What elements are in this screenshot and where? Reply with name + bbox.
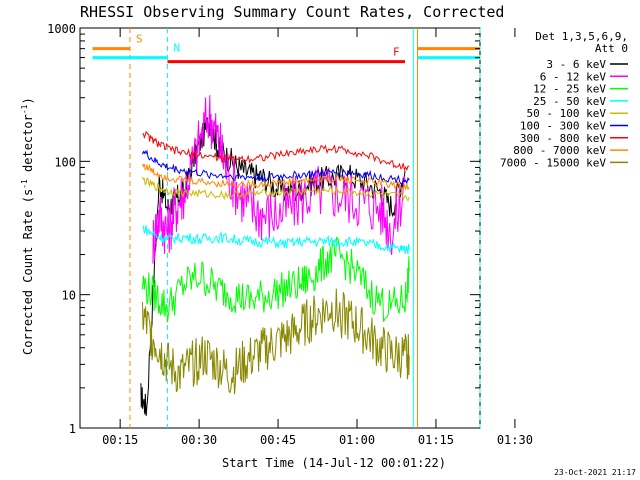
x-tick-label: 01:30 — [497, 433, 533, 447]
legend-label: 300 - 800 keV — [520, 132, 606, 145]
legend-label: 6 - 12 keV — [540, 70, 607, 83]
series-line-25-50-kev — [142, 225, 410, 255]
legend-label: 12 - 25 keV — [533, 83, 606, 96]
status-bars: S N F — [92, 33, 480, 64]
plot-area — [79, 27, 481, 429]
legend-label: 800 - 7000 keV — [513, 144, 606, 157]
status-bar-label: S — [136, 33, 143, 46]
x-axis-label: Start Time (14-Jul-12 00:01:22) — [222, 456, 446, 470]
series-line-800-7000-kev — [142, 163, 410, 191]
y-tick-label: 10 — [62, 289, 76, 303]
y-axis: 1 10 100 1000 — [47, 22, 480, 436]
timestamp: 23-Oct-2021 21:17 — [554, 468, 636, 477]
legend-title: Det 1,3,5,6,9, — [535, 30, 628, 43]
y-tick-label: 100 — [54, 155, 76, 169]
y-tick-label: 1000 — [47, 22, 76, 36]
x-axis: 00:15 00:30 00:45 01:00 01:15 01:30 — [102, 28, 533, 447]
legend-subtitle: Att 0 — [595, 42, 628, 55]
legend-label: 100 - 300 keV — [520, 120, 606, 133]
x-tick-label: 00:30 — [181, 433, 217, 447]
series-line-7000-15000-kev — [142, 288, 410, 395]
legend-label: 3 - 6 keV — [546, 58, 606, 71]
series-line-3-6-kev — [140, 117, 406, 416]
series-line-300-800-kev — [142, 130, 410, 172]
x-tick-label: 00:15 — [102, 433, 138, 447]
x-tick-label: 00:45 — [260, 433, 296, 447]
status-bar-label: N — [174, 42, 181, 55]
series-line-50-100-kev — [142, 176, 410, 202]
vertical-markers — [129, 28, 481, 428]
plot-frame — [79, 27, 481, 429]
series-line-100-300-kev — [142, 149, 410, 185]
legend-label: 25 - 50 keV — [533, 95, 606, 108]
y-axis-label: Corrected Count Rate (s-1 detector-1) — [20, 97, 35, 355]
legend-label: 50 - 100 keV — [527, 107, 607, 120]
chart-title: RHESSI Observing Summary Count Rates, Co… — [80, 3, 504, 21]
status-bar-label: F — [393, 46, 400, 59]
legend-label: 7000 - 15000 keV — [500, 156, 606, 169]
x-tick-label: 01:00 — [339, 433, 375, 447]
series-lines — [140, 95, 410, 416]
y-tick-label: 1 — [69, 422, 76, 436]
series-line-12-25-kev — [142, 236, 410, 323]
x-tick-label: 01:15 — [418, 433, 454, 447]
